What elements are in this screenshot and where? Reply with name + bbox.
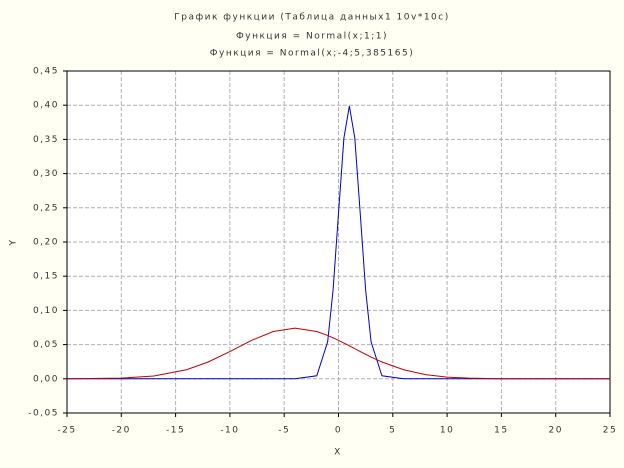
y-axis-label: Y [9, 239, 19, 247]
plot-border [66, 70, 611, 414]
series-line [67, 105, 610, 380]
y-tick-label: 0,05 [33, 340, 59, 350]
y-tick-label: 0,00 [33, 374, 59, 384]
y-tick-label: 0,15 [33, 272, 59, 282]
chart-title: График функции (Таблица данных1 10v*10c) [174, 13, 449, 23]
y-tick-label: 0,20 [33, 238, 59, 248]
x-tick-label: 5 [389, 426, 396, 436]
y-tick-label: 0,45 [33, 67, 59, 77]
x-tick-label: -25 [57, 426, 76, 436]
y-tick-label: -0,05 [28, 409, 59, 419]
x-tick-label: 25 [603, 426, 617, 436]
x-tick-label: -5 [278, 426, 290, 436]
x-tick-label: -20 [112, 426, 131, 436]
x-tick-label: 15 [494, 426, 508, 436]
chart-subtitle: Функция = Normal(x;1;1) [236, 32, 388, 42]
chart-subtitle: Функция = Normal(x;-4;5,385165) [210, 49, 414, 59]
x-tick-label: -15 [166, 426, 185, 436]
x-tick-label: 20 [548, 426, 562, 436]
y-tick-label: 0,35 [33, 135, 59, 145]
y-tick-label: 0,40 [33, 101, 59, 111]
y-tick-label: 0,10 [33, 306, 59, 316]
y-tick-label: 0,30 [33, 169, 59, 179]
y-tick-label: 0,25 [33, 203, 59, 213]
x-tick-label: 10 [440, 426, 454, 436]
x-tick-label: 0 [335, 426, 342, 436]
x-tick-label: -10 [220, 426, 239, 436]
series-line [66, 327, 610, 380]
x-axis-label: X [334, 448, 342, 458]
